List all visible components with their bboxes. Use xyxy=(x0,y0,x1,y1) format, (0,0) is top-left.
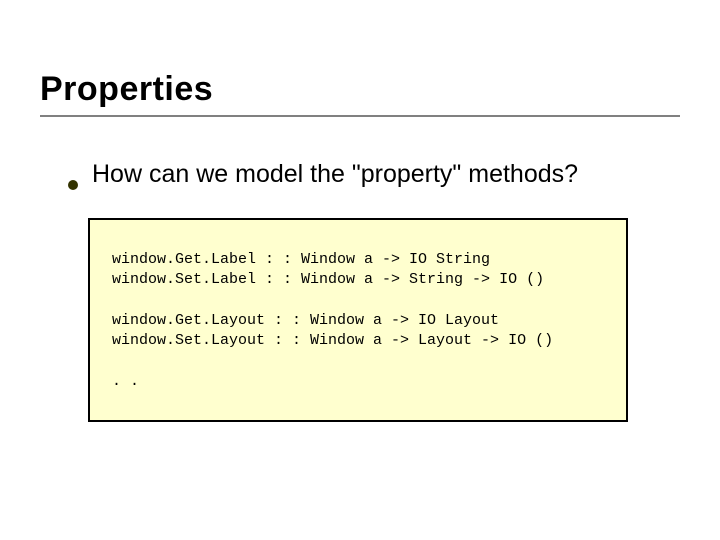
code-line: window.Set.Label : : Window a -> String … xyxy=(112,271,544,288)
code-line: . . xyxy=(112,373,139,390)
title-underline xyxy=(40,115,680,117)
slide: Properties How can we model the "propert… xyxy=(0,0,720,540)
code-panel: window.Get.Label : : Window a -> IO Stri… xyxy=(88,218,628,422)
code-line: window.Set.Layout : : Window a -> Layout… xyxy=(112,332,553,349)
slide-title: Properties xyxy=(40,70,680,109)
bullet-text: How can we model the "property" methods? xyxy=(92,160,578,189)
bullet-dot-icon xyxy=(68,180,78,190)
code-line: window.Get.Label : : Window a -> IO Stri… xyxy=(112,251,490,268)
code-block: window.Get.Label : : Window a -> IO Stri… xyxy=(112,250,604,392)
bullet-item: How can we model the "property" methods? xyxy=(68,160,680,189)
code-line: window.Get.Layout : : Window a -> IO Lay… xyxy=(112,312,499,329)
title-block: Properties xyxy=(40,70,680,117)
